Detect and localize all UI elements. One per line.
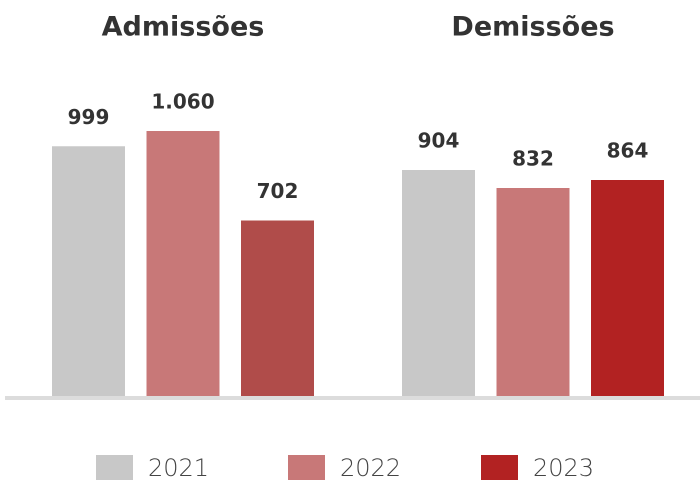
value-label: 904	[418, 129, 460, 153]
bar	[241, 220, 314, 396]
value-label: 999	[68, 105, 110, 129]
legend-label: 2021	[148, 454, 209, 482]
value-label: 832	[512, 147, 554, 171]
value-label: 1.060	[151, 90, 214, 114]
legend-swatch	[96, 455, 133, 480]
value-label: 864	[607, 139, 649, 163]
legend-swatch	[288, 455, 325, 480]
value-label: 702	[257, 179, 299, 203]
bar	[146, 131, 220, 396]
bar	[591, 180, 664, 396]
panel-title: Demissões	[451, 12, 614, 43]
legend-label: 2022	[340, 454, 401, 482]
bar	[496, 188, 570, 396]
bar	[402, 170, 475, 396]
panel-title: Admissões	[102, 12, 265, 43]
legend-label: 2023	[533, 454, 594, 482]
legend-swatch	[481, 455, 518, 480]
bar	[52, 146, 125, 396]
